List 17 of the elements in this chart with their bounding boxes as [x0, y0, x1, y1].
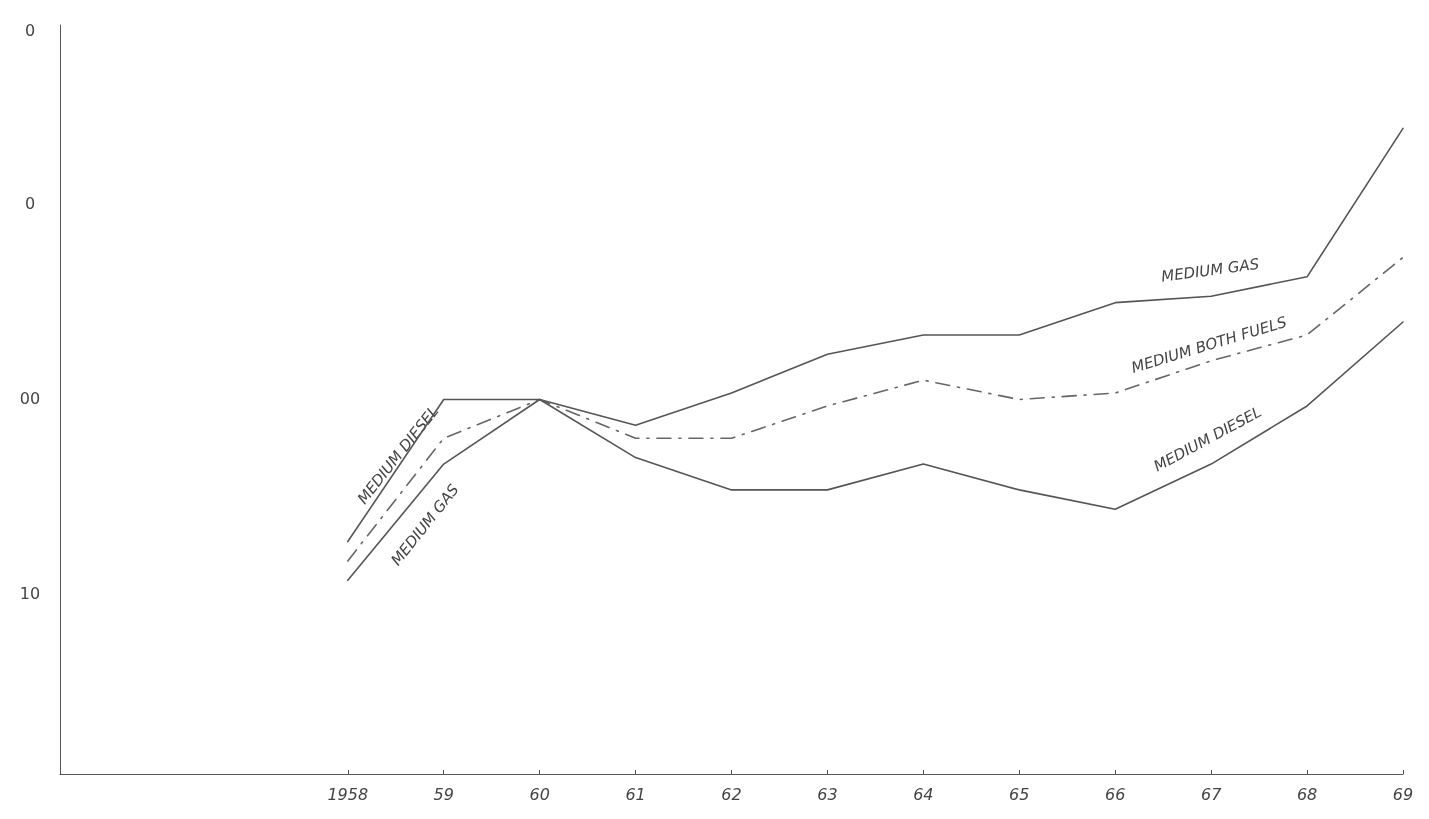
x-tick-label: 63	[817, 784, 838, 804]
x-tick-label: 60	[529, 784, 550, 804]
x-tick-label: 59	[433, 784, 454, 804]
x-tick-label: 69	[1392, 784, 1414, 804]
text: 0	[24, 193, 36, 213]
x-tick-label: 68	[1296, 784, 1318, 804]
text: 0	[24, 20, 36, 40]
text: MEDIUM GAS	[1160, 254, 1261, 286]
x-tick-label: 64	[913, 784, 934, 804]
text: 10	[19, 583, 41, 603]
x-tick-label: 61	[625, 784, 646, 804]
x-tick-label: 67	[1200, 784, 1223, 804]
x-tick-label: 65	[1009, 784, 1030, 804]
text: 00	[19, 388, 41, 408]
x-tick-label: 66	[1105, 784, 1126, 804]
x-tick-label: 62	[721, 784, 742, 804]
x-tick-label: 1958	[327, 784, 369, 804]
